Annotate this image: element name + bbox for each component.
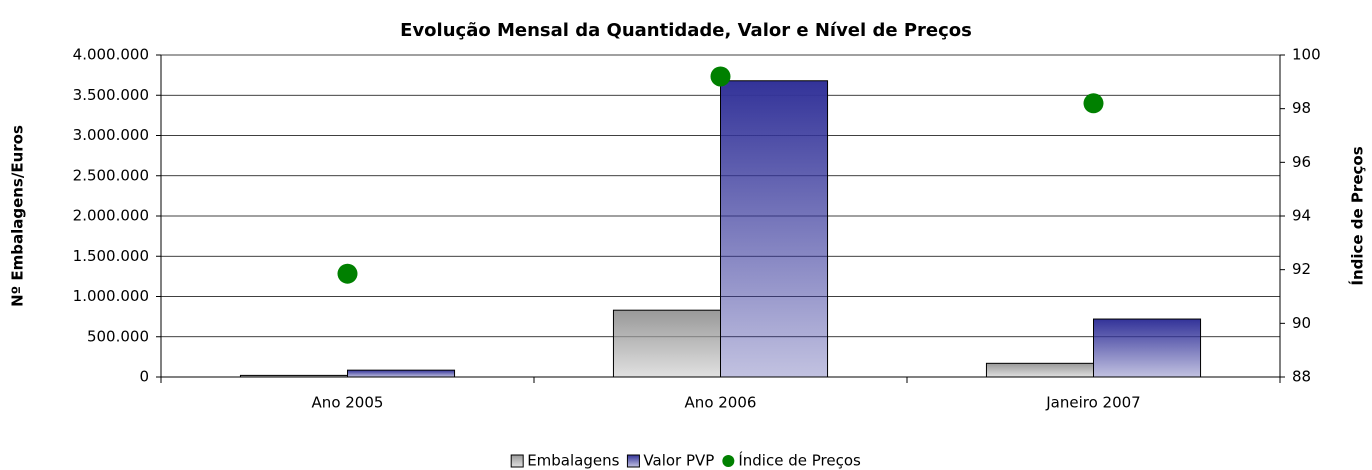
bar bbox=[985, 362, 1094, 378]
y2-axis-title: Índice de Preços bbox=[1348, 146, 1367, 285]
y-tick-label: 3.000.000 bbox=[73, 126, 149, 144]
bar bbox=[612, 309, 721, 378]
y2-tick-label: 94 bbox=[1292, 207, 1311, 225]
legend-label: Embalagens bbox=[527, 452, 619, 470]
point bbox=[710, 66, 731, 87]
y2-tick-label: 100 bbox=[1292, 46, 1321, 64]
y2-tick-label: 88 bbox=[1292, 368, 1311, 386]
y-tick-label: 3.500.000 bbox=[73, 86, 149, 104]
y2-tick-label: 96 bbox=[1292, 153, 1311, 171]
y-axis-title: Nº Embalagens/Euros bbox=[9, 125, 27, 307]
x-tick-label: Ano 2006 bbox=[685, 394, 757, 412]
y-tick-label: 1.000.000 bbox=[73, 287, 149, 305]
legend-label: Valor PVP bbox=[643, 452, 714, 470]
point bbox=[1083, 93, 1104, 114]
bar bbox=[239, 374, 349, 378]
y-tick-label: 2.500.000 bbox=[73, 166, 149, 184]
legend-swatch bbox=[626, 454, 640, 468]
y-tick-label: 500.000 bbox=[87, 327, 149, 345]
y-tick-label: 1.500.000 bbox=[73, 247, 149, 265]
y-tick-label: 0 bbox=[139, 368, 149, 386]
bar bbox=[347, 369, 456, 378]
x-tick-label: Ano 2005 bbox=[312, 394, 384, 412]
legend-swatch bbox=[510, 454, 524, 468]
point bbox=[337, 263, 358, 284]
y2-tick-label: 92 bbox=[1292, 260, 1311, 278]
chart-title: Evolução Mensal da Quantidade, Valor e N… bbox=[400, 20, 972, 41]
y-tick-label: 2.000.000 bbox=[73, 207, 149, 225]
y2-tick-label: 90 bbox=[1292, 314, 1311, 332]
legend-label: Índice de Preços bbox=[738, 451, 861, 470]
y2-tick-label: 98 bbox=[1292, 99, 1311, 117]
y-tick-label: 4.000.000 bbox=[73, 46, 149, 64]
x-tick-label: Janeiro 2007 bbox=[1045, 394, 1140, 412]
bar bbox=[720, 80, 829, 378]
legend-swatch bbox=[722, 455, 735, 467]
bar bbox=[1093, 318, 1202, 378]
